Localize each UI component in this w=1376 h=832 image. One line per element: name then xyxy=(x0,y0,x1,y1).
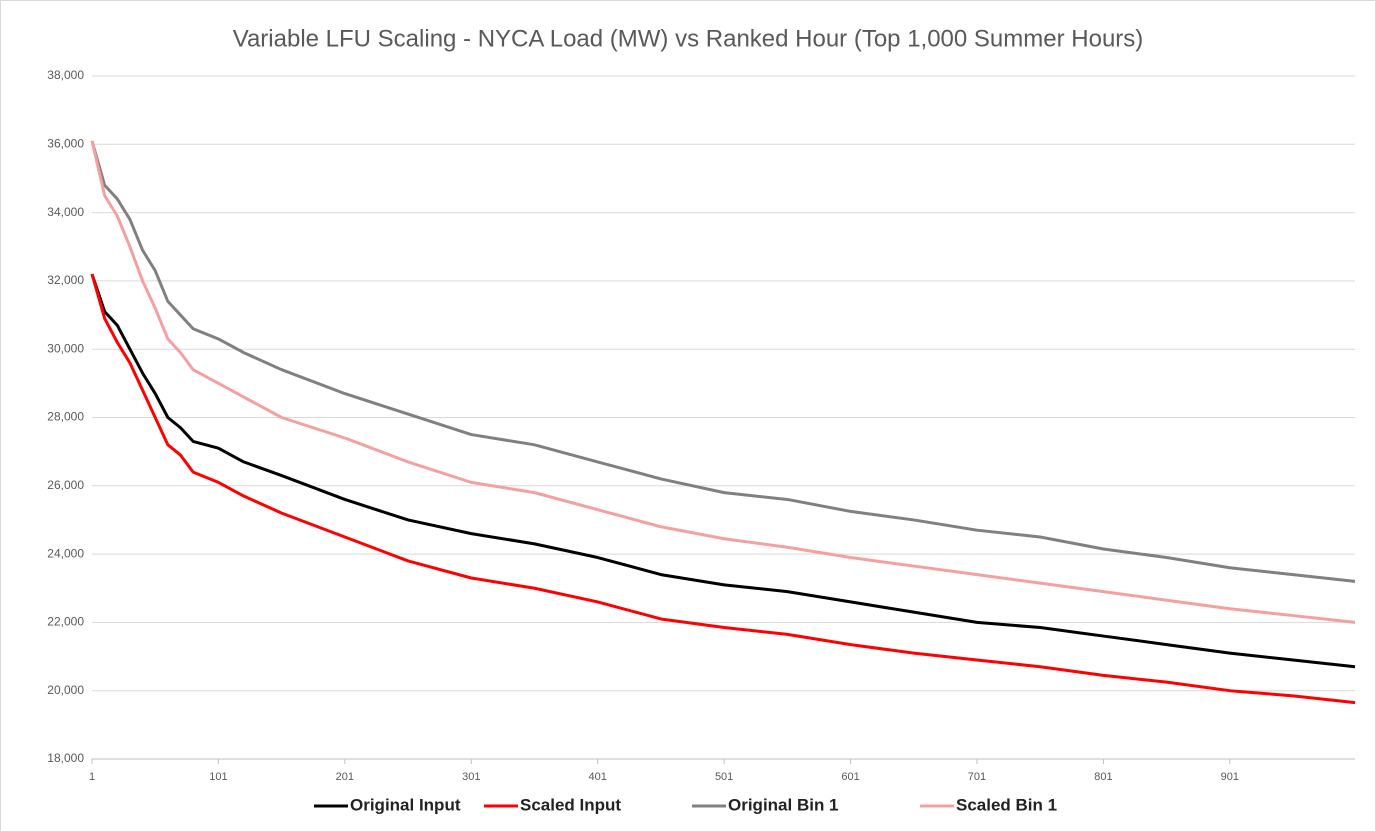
x-tick-label: 701 xyxy=(968,771,986,783)
legend-label: Original Bin 1 xyxy=(728,795,839,814)
y-tick-label: 22,000 xyxy=(47,615,84,629)
chart-title: Variable LFU Scaling - NYCA Load (MW) vs… xyxy=(233,25,1144,52)
x-tick-label: 301 xyxy=(462,771,480,783)
x-tick-label: 101 xyxy=(209,771,227,783)
y-tick-label: 30,000 xyxy=(47,341,84,355)
x-tick-label: 501 xyxy=(715,771,733,783)
x-tick-label: 801 xyxy=(1094,771,1112,783)
y-tick-label: 38,000 xyxy=(47,68,84,82)
x-tick-label: 601 xyxy=(841,771,859,783)
series-line xyxy=(90,140,1356,624)
y-tick-label: 26,000 xyxy=(47,478,84,492)
y-tick-label: 32,000 xyxy=(47,273,84,287)
series-line xyxy=(90,273,1356,705)
series-line xyxy=(90,140,1356,583)
y-tick-label: 20,000 xyxy=(47,683,84,697)
y-tick-label: 24,000 xyxy=(47,546,84,560)
x-tick-label: 901 xyxy=(1221,771,1239,783)
legend-label: Scaled Bin 1 xyxy=(956,795,1057,814)
y-tick-label: 36,000 xyxy=(47,136,84,150)
x-tick-label: 201 xyxy=(336,771,354,783)
x-tick-label: 1 xyxy=(89,771,95,783)
y-tick-label: 34,000 xyxy=(47,205,84,219)
y-tick-label: 28,000 xyxy=(47,410,84,424)
y-tick-label: 18,000 xyxy=(47,751,84,765)
legend-label: Original Input xyxy=(350,795,461,814)
series-line xyxy=(90,273,1356,669)
legend-label: Scaled Input xyxy=(520,795,621,814)
x-tick-label: 401 xyxy=(589,771,607,783)
